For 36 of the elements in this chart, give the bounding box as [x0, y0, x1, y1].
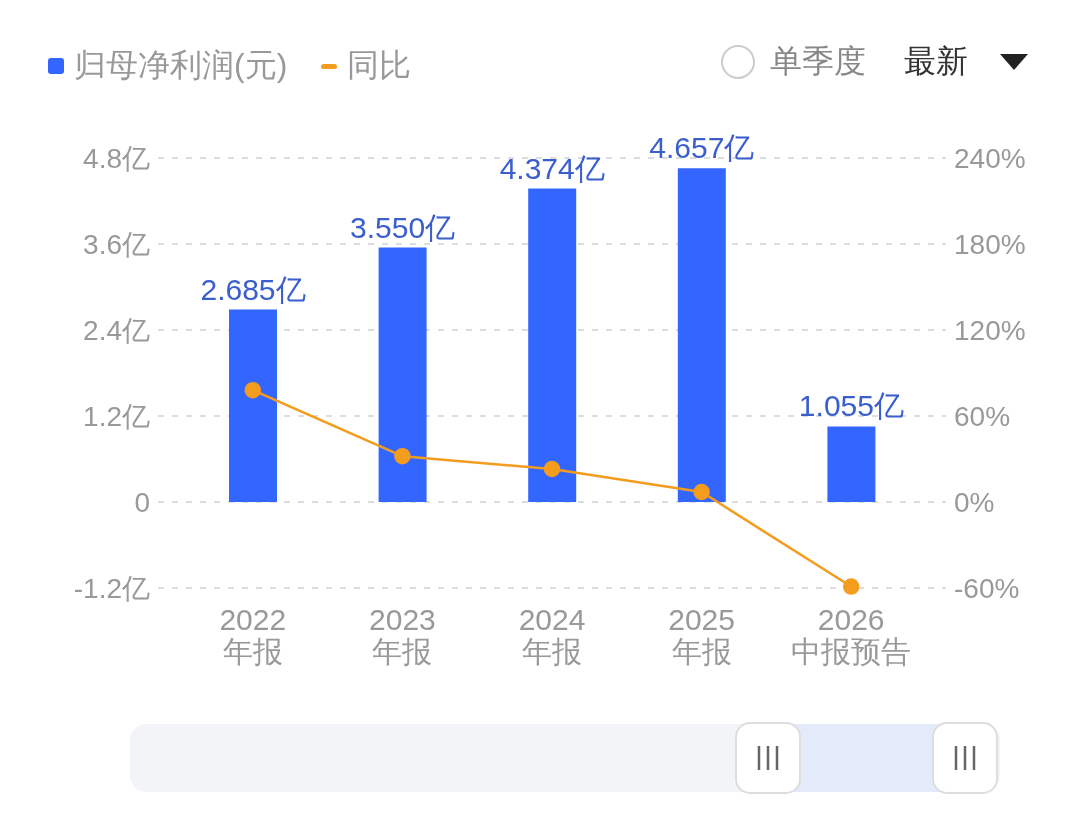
x-tick-label: 2025 年报 — [668, 603, 735, 668]
legend-label: 同比 — [347, 46, 412, 85]
data-label: 4.374亿 — [499, 151, 605, 185]
data-label: 2.685亿 — [200, 272, 306, 306]
bar — [677, 168, 726, 502]
bar — [827, 426, 876, 502]
bar — [378, 247, 427, 502]
text: 单季度 — [770, 42, 866, 81]
y-tick-label: 1.2亿 — [83, 400, 150, 432]
text: 最新 — [904, 42, 968, 81]
y2-tick-label: 60% — [954, 400, 1011, 432]
data-label: 4.657亿 — [649, 131, 755, 165]
x-tick-label: 2023 年报 — [369, 603, 436, 668]
x-tick-label: 2026 中报预告 — [791, 603, 912, 668]
y2-tick-label: 0% — [954, 486, 995, 518]
data-label: 3.550亿 — [350, 210, 456, 244]
legend-label: 归母净利润(元) — [74, 46, 288, 85]
bar — [528, 188, 577, 502]
x-tick-label: 2024 年报 — [518, 603, 586, 668]
y-tick-label: 0 — [134, 486, 150, 518]
bar — [229, 309, 277, 502]
x-tick-label: 2022 年报 — [219, 603, 287, 668]
point — [244, 381, 262, 399]
y-tick-label: 4.8亿 — [83, 142, 150, 174]
y2-tick-label: -60% — [954, 572, 1020, 604]
point — [693, 483, 710, 501]
y2-tick-label: 180% — [954, 228, 1026, 260]
y2-tick-label: 120% — [954, 314, 1026, 346]
point — [394, 447, 411, 465]
point — [842, 578, 860, 595]
point — [543, 460, 561, 478]
y-tick-label: 2.4亿 — [83, 314, 150, 346]
y-tick-label: -1.2亿 — [73, 572, 150, 604]
data-label: 1.055亿 — [798, 389, 904, 423]
y-tick-label: 3.6亿 — [83, 228, 150, 260]
y2-tick-label: 240% — [954, 142, 1026, 174]
